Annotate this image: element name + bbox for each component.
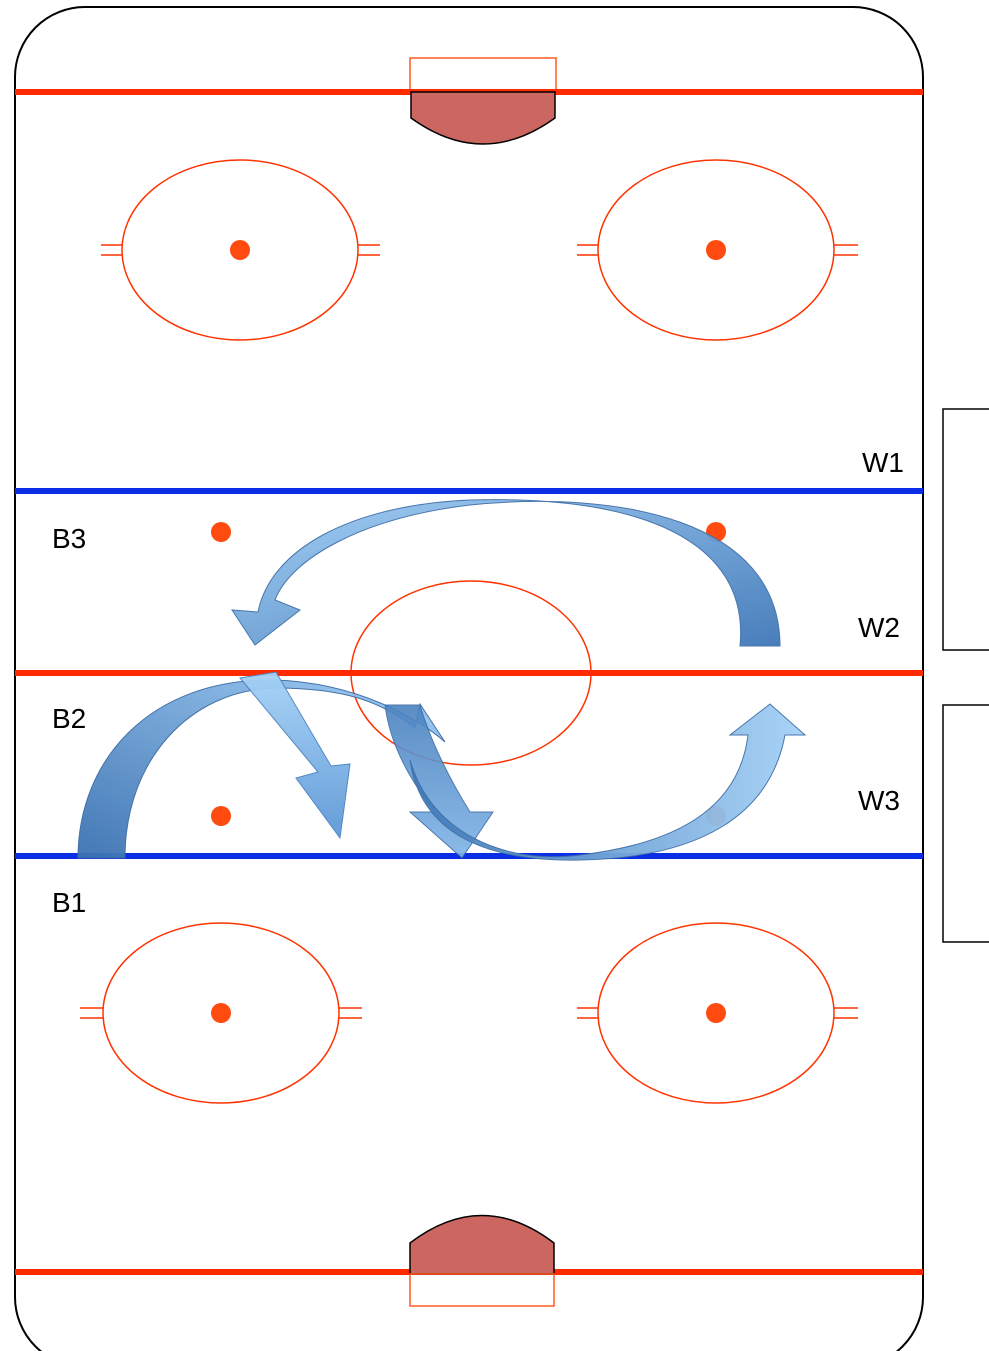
bottom-goal-net — [409, 1273, 555, 1307]
label-w1: W1 — [862, 447, 904, 478]
faceoff-circle-top-left — [101, 159, 380, 341]
label-b3: B3 — [52, 523, 86, 554]
bottom-goal-crease — [409, 1214, 555, 1275]
rink-boards — [14, 6, 924, 1351]
label-w3: W3 — [858, 785, 900, 816]
faceoff-circle-bottom-left — [80, 922, 362, 1104]
curved-arrow-icon — [384, 704, 494, 859]
faceoff-circle-top-right — [577, 159, 858, 341]
straight-arrow-icon — [239, 671, 351, 840]
curved-arrow-icon — [231, 499, 781, 647]
neutral-dot-bottom-left — [211, 806, 231, 826]
label-w2: W2 — [858, 612, 900, 643]
label-b2: B2 — [52, 703, 86, 734]
bench-box-top — [942, 408, 989, 651]
curved-arrow-icon — [77, 679, 446, 859]
bench-box-bottom — [942, 704, 989, 943]
top-goal-crease — [410, 91, 556, 145]
label-b1: B1 — [52, 887, 86, 918]
neutral-dot-top-left — [211, 522, 231, 542]
curved-arrow-icon — [409, 703, 807, 861]
faceoff-circle-bottom-right — [577, 922, 858, 1104]
